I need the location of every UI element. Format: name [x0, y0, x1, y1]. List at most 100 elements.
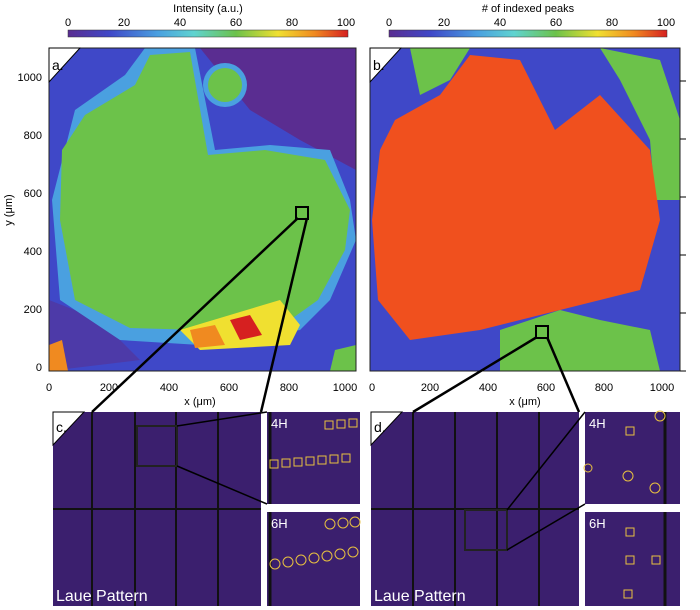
peak-marker — [337, 517, 349, 529]
x-axis-label: x (μm) — [509, 396, 540, 408]
colorbar-left-title: Intensity (a.u.) — [173, 3, 243, 15]
x-tick-label: 200 — [421, 382, 439, 394]
colorbar-left-tick: 40 — [174, 17, 186, 29]
map-b-crystal — [372, 55, 660, 340]
colorbar-right-tick: 20 — [438, 17, 450, 29]
map-a-hotspot — [330, 345, 356, 371]
peak-marker — [293, 457, 303, 467]
colorbar-left-tick: 0 — [65, 17, 71, 29]
panel-b-map — [369, 47, 681, 372]
connector-line — [176, 411, 268, 427]
inset-label-6h: 6H — [589, 516, 606, 531]
colorbar-right-tick: 100 — [657, 17, 675, 29]
peak-marker — [317, 455, 327, 465]
panel-b-label-text: b. — [373, 57, 385, 73]
panel-a-label-text: a. — [52, 57, 64, 73]
peak-markers — [269, 418, 361, 570]
x-tick-label: 600 — [220, 382, 238, 394]
peak-marker — [305, 456, 315, 466]
x-tick-label: 400 — [160, 382, 178, 394]
peak-marker — [649, 482, 661, 494]
peak-marker — [269, 558, 281, 570]
peak-marker — [341, 453, 351, 463]
colorbar-left-tick: 60 — [230, 17, 242, 29]
panel-d-label-corner — [370, 411, 404, 447]
map-a-crystal — [60, 52, 350, 330]
colorbar-right-gradient — [388, 29, 668, 38]
peak-marker — [308, 552, 320, 564]
colorbar-right-tick: 0 — [386, 17, 392, 29]
colorbar-left: Intensity (a.u.) 0 20 40 60 80 100 — [65, 3, 355, 38]
peak-marker — [625, 426, 635, 436]
peak-marker — [651, 555, 661, 565]
y-tick-label: 800 — [24, 130, 42, 142]
y-tick-label: 0 — [36, 362, 42, 374]
peak-marker — [625, 527, 635, 537]
connector-lines — [91, 217, 586, 551]
map-a-hotspot — [190, 325, 225, 348]
panel-a-label: a. — [48, 47, 82, 84]
map-b-green-region — [410, 48, 470, 95]
colorbar-left-tick: 80 — [286, 17, 298, 29]
inset-label-4h: 4H — [589, 416, 606, 431]
peak-marker — [281, 458, 291, 468]
peak-marker — [321, 550, 333, 562]
peak-marker — [654, 410, 666, 422]
map-a-hotspot — [230, 315, 262, 340]
peak-marker — [282, 556, 294, 568]
panel-a-label-corner — [48, 47, 82, 84]
x-tick-label: 800 — [280, 382, 298, 394]
map-a-frame — [48, 47, 357, 372]
peak-marker — [329, 454, 339, 464]
panel-c-laue: 4H 6H c. Laue Pattern — [52, 411, 361, 606]
colorbar-right-tick: 80 — [606, 17, 618, 29]
connector-line — [545, 336, 581, 413]
peak-marker — [583, 463, 593, 473]
panel-d-label-text: d. — [374, 419, 386, 435]
laue-d-caption: Laue Pattern — [374, 588, 466, 605]
connector-line — [259, 217, 309, 413]
colorbar-left-gradient — [67, 29, 349, 38]
peak-markers — [583, 410, 666, 599]
peak-marker — [623, 589, 633, 599]
x-tick-label: 1000 — [333, 382, 357, 394]
map-a-roi-box — [295, 206, 309, 220]
peak-marker — [334, 548, 346, 560]
peak-marker — [622, 470, 634, 482]
peak-marker — [625, 555, 635, 565]
x-tick-label: 0 — [369, 382, 375, 394]
y-tick-label: 400 — [24, 246, 42, 258]
panel-a-axes: 0 200 400 600 800 1000 x (μm) 0 200 400 … — [3, 72, 357, 408]
panel-b-label-corner — [369, 47, 403, 84]
peak-marker — [324, 420, 334, 430]
laue-c-zoom-box — [136, 425, 178, 467]
peak-marker — [349, 516, 361, 528]
panel-a-map — [48, 47, 357, 372]
x-tick-label: 600 — [537, 382, 555, 394]
colorbar-right: # of indexed peaks 0 20 40 60 80 100 — [386, 3, 675, 38]
peak-marker — [347, 546, 359, 558]
peak-marker — [324, 518, 336, 530]
inset-label-4h: 4H — [271, 416, 288, 431]
panel-c-label-corner — [52, 411, 86, 447]
connector-line — [506, 411, 586, 511]
y-tick-label: 200 — [24, 304, 42, 316]
x-axis-label: x (μm) — [184, 396, 215, 408]
connector-line — [176, 465, 268, 505]
connector-line — [506, 503, 586, 551]
y-axis-label: y (μm) — [3, 194, 15, 225]
panel-b-axes: 0 200 400 600 800 1000 x (μm) — [369, 80, 686, 408]
panel-c-label-text: c. — [56, 419, 67, 435]
x-tick-label: 400 — [479, 382, 497, 394]
y-tick-label: 1000 — [18, 72, 42, 84]
colorbar-right-title: # of indexed peaks — [482, 3, 575, 15]
panel-b-label: b. — [369, 47, 403, 84]
peak-marker — [295, 554, 307, 566]
laue-d-zoom-box — [464, 509, 508, 551]
x-tick-label: 800 — [595, 382, 613, 394]
colorbar-right-tick: 40 — [494, 17, 506, 29]
map-b-green-region — [600, 48, 680, 200]
inset-label-6h: 6H — [271, 516, 288, 531]
colorbar-right-tick: 60 — [550, 17, 562, 29]
